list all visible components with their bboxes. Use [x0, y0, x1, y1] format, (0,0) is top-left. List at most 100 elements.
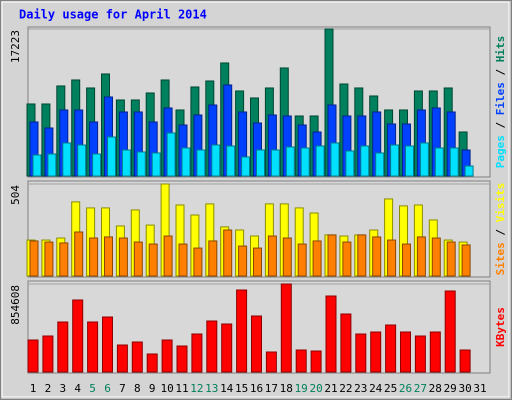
legend-separator: / [494, 62, 507, 82]
legend-entry: Sites [494, 242, 507, 275]
bar [72, 299, 84, 373]
x-tick-label: 21 [324, 382, 337, 395]
bar [300, 147, 310, 177]
bar [223, 229, 233, 277]
bar [146, 353, 158, 373]
bar [238, 245, 248, 277]
chart-title: Daily usage for April 2014 [19, 8, 207, 22]
x-tick-label: 11 [175, 382, 188, 395]
bar [330, 142, 340, 177]
bar [310, 350, 322, 373]
bar [44, 241, 54, 277]
bar [29, 240, 39, 277]
legend-entry: Hits [494, 36, 507, 63]
legend: Sites / Visits [494, 183, 507, 276]
bar [121, 149, 131, 177]
bar [221, 323, 233, 373]
bar [253, 247, 262, 277]
x-tick-label: 22 [339, 382, 352, 395]
bar [387, 239, 397, 277]
bar [434, 147, 444, 177]
x-tick-label: 27 [414, 382, 427, 395]
bar [444, 290, 456, 373]
bar [419, 142, 429, 177]
bar [355, 333, 367, 373]
x-tick-label: 23 [354, 382, 367, 395]
bar [62, 142, 72, 177]
bar [77, 144, 87, 177]
bar [206, 320, 218, 373]
bar [178, 243, 188, 277]
bar [104, 236, 113, 277]
bar [402, 243, 411, 277]
x-tick-label: 5 [89, 382, 96, 395]
legend-entry: Pages [494, 135, 507, 168]
x-tick-label: 10 [160, 382, 173, 395]
bar [464, 165, 474, 177]
bar [297, 243, 307, 277]
bar [342, 241, 352, 277]
bar [390, 144, 400, 177]
bar [163, 235, 173, 277]
bar [446, 241, 456, 277]
bar [372, 236, 382, 277]
bar [270, 149, 280, 177]
bar [211, 144, 221, 177]
legend: Pages / Files / Hits [494, 36, 507, 169]
x-tick-label: 18 [280, 382, 293, 395]
bar [267, 235, 277, 277]
x-tick-label: 8 [134, 382, 141, 395]
bar [176, 345, 188, 373]
legend-entry: Files [494, 82, 507, 115]
legend-entry: Visits [494, 183, 507, 223]
x-tick-label: 24 [369, 382, 383, 395]
bar [102, 316, 113, 373]
bar [459, 349, 471, 373]
bar [327, 234, 337, 277]
bar [280, 283, 292, 373]
x-tick-label: 9 [149, 382, 156, 395]
bar [196, 149, 206, 177]
bar [405, 145, 414, 177]
x-tick-label: 29 [444, 382, 457, 395]
x-tick-label: 26 [399, 382, 412, 395]
y-tick-label: 854608 [9, 285, 22, 325]
x-tick-label: 1 [30, 382, 37, 395]
bar [241, 156, 251, 177]
x-tick-label: 2 [45, 382, 52, 395]
x-tick-label: 25 [384, 382, 397, 395]
bar [47, 153, 57, 177]
bar [166, 132, 176, 177]
x-tick-label: 15 [235, 382, 248, 395]
bar [59, 242, 69, 277]
x-tick-label: 31 [473, 382, 486, 395]
bar [360, 145, 370, 177]
bar [181, 147, 191, 177]
bar [265, 351, 277, 373]
bar [400, 331, 411, 373]
bar [461, 244, 471, 277]
x-tick-label: 30 [458, 382, 471, 395]
bar [414, 335, 426, 373]
bar [315, 145, 325, 177]
x-tick-label: 4 [74, 382, 81, 395]
bar [92, 153, 102, 177]
legend-separator: / [494, 115, 507, 135]
x-tick-label: 7 [119, 382, 126, 395]
x-tick-label: 6 [104, 382, 111, 395]
bar [226, 145, 236, 177]
bar [375, 152, 385, 177]
bar [151, 152, 161, 177]
bar [449, 147, 459, 177]
legend: KBytes [494, 307, 507, 347]
x-tick-label: 20 [309, 382, 322, 395]
x-tick-label: 3 [59, 382, 66, 395]
bar [256, 149, 265, 177]
y-tick-label: 504 [9, 185, 22, 205]
bar [42, 335, 54, 373]
bar [431, 237, 441, 277]
y-tick-label: 17223 [9, 30, 22, 63]
bar [191, 333, 203, 373]
bar [282, 237, 292, 277]
